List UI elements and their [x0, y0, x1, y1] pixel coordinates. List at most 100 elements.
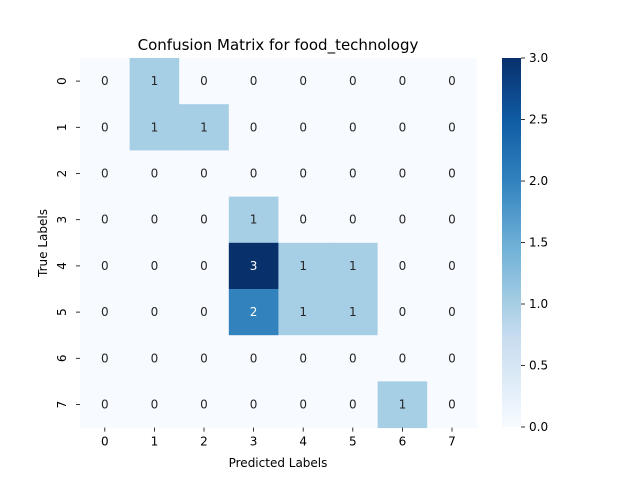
heatmap-cell: [80, 242, 131, 290]
heatmap-cell: [278, 335, 329, 382]
heatmap-cell: [179, 150, 230, 198]
heatmap-cell: [377, 150, 428, 198]
cell-value-label: 0: [200, 305, 208, 319]
y-tick-label: 1: [55, 123, 69, 131]
cell-value-label: 0: [448, 74, 456, 88]
cell-value-label: 1: [250, 213, 258, 227]
cell-value-label: 0: [151, 213, 159, 227]
heatmap-cell: [228, 242, 279, 290]
cell-value-label: 0: [399, 351, 407, 365]
heatmap-cell: [179, 196, 230, 244]
cell-value-label: 0: [250, 167, 258, 181]
heatmap-cell: [328, 150, 379, 198]
cell-value-label: 0: [250, 120, 258, 134]
y-tick-label: 6: [55, 354, 69, 362]
heatmap-cell: [328, 381, 379, 429]
heatmap-cell: [228, 381, 279, 429]
cell-value-label: 0: [299, 351, 307, 365]
colorbar-tick-label: 1.0: [529, 297, 548, 311]
y-tick-label: 7: [55, 401, 69, 409]
colorbar-ticks: 0.0 0.5 1.0 1.5 2.0 2.5 3.0: [521, 51, 548, 434]
heatmap-cell: [328, 196, 379, 244]
heatmap-cell: [427, 196, 478, 244]
cell-value-label: 0: [299, 120, 307, 134]
cell-value-label: 0: [101, 167, 109, 181]
y-tick-label: 5: [55, 308, 69, 316]
heatmap-cell: [278, 150, 329, 198]
heatmap-cell: [427, 335, 478, 382]
y-axis-ticks: 0 1 2 3 4 5 6 7: [55, 77, 80, 408]
cell-value-label: 1: [151, 74, 159, 88]
cell-value-label: 0: [299, 167, 307, 181]
colorbar: 0.0 0.5 1.0 1.5 2.0 2.5 3.0: [502, 51, 548, 434]
colorbar-tick-label: 1.5: [529, 236, 548, 250]
cell-value-label: 0: [399, 259, 407, 273]
colorbar-tick-label: 2.5: [529, 113, 548, 127]
cell-value-label: 0: [250, 398, 258, 412]
heatmap-cells: 0 1 0 0 0 0 0 0 0 1 1 0 0 0 0 0 0 0 0 0 0 0 0 0 0 0 0 1 0 0 0 0 0 0 0 3 1 1 0 0…: [80, 58, 478, 429]
heatmap-cell: [427, 242, 478, 290]
cell-value-label: 0: [448, 398, 456, 412]
heatmap-cell: [427, 104, 478, 151]
x-axis-ticks: 0 1 2 3 4 5 6 7: [101, 427, 456, 449]
cell-value-label: 1: [200, 120, 208, 134]
cell-value-label: 1: [151, 120, 159, 134]
cell-value-label: 0: [399, 120, 407, 134]
heatmap-cell: [427, 150, 478, 198]
cell-value-label: 0: [399, 74, 407, 88]
cell-value-label: 0: [299, 213, 307, 227]
cell-value-label: 0: [151, 259, 159, 273]
heatmap-cell: [80, 58, 131, 105]
heatmap-cell: [328, 289, 379, 336]
heatmap-cell: [129, 58, 180, 105]
heatmap-cell: [278, 104, 329, 151]
cell-value-label: 0: [448, 351, 456, 365]
cell-value-label: 0: [200, 74, 208, 88]
heatmap-cell: [129, 242, 180, 290]
heatmap-cell: [129, 289, 180, 336]
heatmap-cell: [228, 335, 279, 382]
heatmap-cell: [377, 381, 428, 429]
chart-title: Confusion Matrix for food_technology: [138, 36, 419, 55]
heatmap-cell: [80, 381, 131, 429]
heatmap-cell: [377, 289, 428, 336]
cell-value-label: 0: [349, 351, 357, 365]
cell-value-label: 1: [299, 259, 307, 273]
heatmap-cell: [377, 335, 428, 382]
colorbar-tick-label: 0.5: [529, 359, 548, 373]
y-tick-label: 3: [55, 216, 69, 224]
colorbar-tick-label: 2.0: [529, 174, 548, 188]
colorbar-tick-label: 3.0: [529, 51, 548, 65]
x-tick-label: 2: [200, 435, 208, 449]
cell-value-label: 0: [101, 305, 109, 319]
cell-value-label: 0: [250, 74, 258, 88]
heatmap-cell: [377, 104, 428, 151]
cell-value-label: 0: [200, 167, 208, 181]
heatmap-cell: [179, 335, 230, 382]
heatmap-cell: [228, 150, 279, 198]
heatmap-cell: [129, 150, 180, 198]
cell-value-label: 0: [448, 305, 456, 319]
x-tick-label: 1: [151, 435, 159, 449]
heatmap-cell: [228, 196, 279, 244]
heatmap-cell: [328, 335, 379, 382]
cell-value-label: 0: [200, 213, 208, 227]
x-axis-label: Predicted Labels: [229, 456, 328, 470]
cell-value-label: 0: [200, 259, 208, 273]
heatmap-cell: [427, 381, 478, 429]
cell-value-label: 0: [151, 167, 159, 181]
heatmap-cell: [80, 196, 131, 244]
cell-value-label: 0: [101, 120, 109, 134]
cell-value-label: 0: [250, 351, 258, 365]
cell-value-label: 0: [349, 213, 357, 227]
heatmap-cell: [129, 196, 180, 244]
heatmap-cell: [278, 58, 329, 105]
cell-value-label: 0: [101, 398, 109, 412]
y-tick-label: 4: [55, 262, 69, 270]
heatmap-cell: [179, 58, 230, 105]
x-tick-label: 7: [448, 435, 456, 449]
cell-value-label: 0: [349, 74, 357, 88]
heatmap-cell: [228, 104, 279, 151]
cell-value-label: 0: [200, 351, 208, 365]
x-tick-label: 4: [299, 435, 307, 449]
